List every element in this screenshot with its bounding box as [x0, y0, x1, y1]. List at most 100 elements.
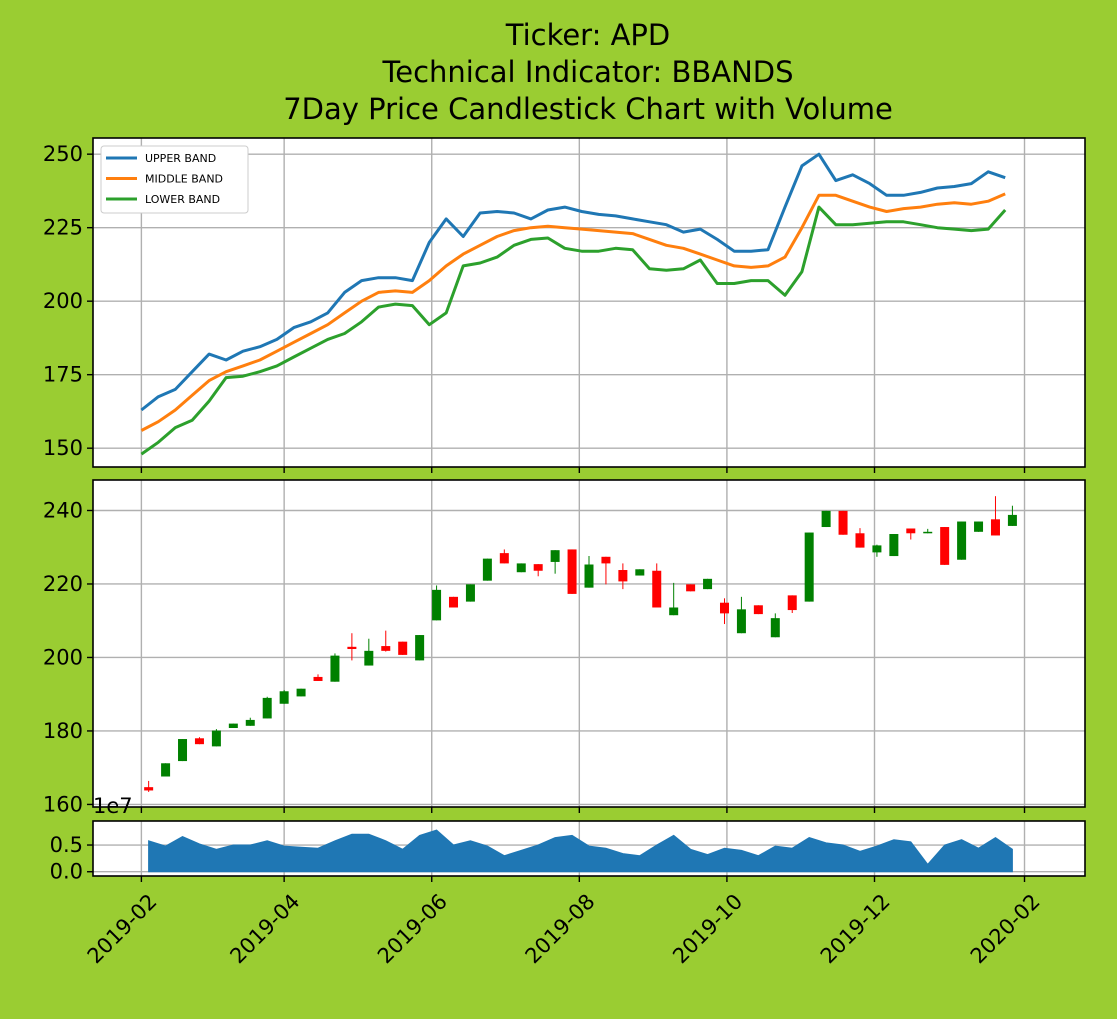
candle-up: [516, 563, 526, 573]
candle-body: [635, 569, 645, 576]
candle-body: [245, 719, 255, 726]
candle-body: [855, 533, 865, 548]
title-ticker: Ticker: APD: [505, 18, 670, 52]
candle-body: [211, 730, 221, 747]
candle-body: [618, 570, 628, 582]
candle-body: [550, 550, 560, 562]
candle-body: [330, 655, 340, 682]
candle-body: [990, 519, 1000, 536]
candle-body: [974, 521, 984, 532]
candle-body: [601, 556, 611, 564]
legend: UPPER BAND MIDDLE BAND LOWER BAND: [100, 145, 249, 214]
candle-up: [736, 596, 746, 634]
candle-body: [364, 650, 374, 666]
candle-down: [652, 563, 662, 608]
plot-frame: [92, 137, 1086, 468]
candle-body: [279, 691, 289, 704]
candle-body: [669, 607, 679, 616]
candle-up: [262, 696, 272, 719]
candle-body: [381, 646, 391, 651]
candle-body: [499, 553, 509, 564]
candle-down: [313, 674, 323, 681]
candle-body: [736, 609, 746, 634]
candle-body: [449, 596, 459, 608]
candle-body: [432, 589, 442, 621]
candle-up: [228, 723, 238, 729]
candle-body: [533, 564, 543, 571]
candle-down: [838, 510, 848, 535]
candle-body: [906, 528, 916, 534]
candle-body: [804, 532, 814, 602]
y-tick-label: 200: [43, 289, 83, 313]
candle-body: [1007, 514, 1017, 526]
chart-title: Ticker: APD Technical Indicator: BBANDS …: [283, 18, 893, 126]
candle-body: [161, 763, 171, 777]
candle-body: [703, 578, 713, 590]
candle-body: [178, 739, 188, 762]
plot-frame: [92, 820, 1086, 877]
candle-body: [398, 641, 408, 655]
candle-down: [347, 633, 357, 661]
candle-up: [669, 582, 679, 616]
candle-up: [432, 585, 442, 621]
legend-label: MIDDLE BAND: [145, 173, 223, 186]
candle-down: [449, 596, 459, 608]
candle-down: [719, 598, 729, 625]
candle-down: [398, 641, 408, 655]
candle-up: [482, 558, 492, 581]
y-tick-label: 200: [43, 645, 83, 669]
candle-up: [703, 578, 713, 590]
title-indicator: Technical Indicator: BBANDS: [381, 55, 793, 89]
candle-up: [211, 729, 221, 747]
candle-body: [686, 584, 696, 592]
plot-frame: [92, 479, 1086, 808]
candle-up: [923, 528, 933, 534]
candle-up: [889, 534, 899, 557]
candle-up: [550, 550, 560, 574]
candle-down: [686, 584, 696, 592]
y-tick-label: 240: [43, 498, 83, 522]
candle-body: [652, 570, 662, 608]
legend-label: UPPER BAND: [145, 152, 216, 165]
candle-up: [364, 638, 374, 666]
bbands-panel: 150 175 200 225 250 UPPER BAND MIDDLE BAND LOWE…: [43, 137, 1086, 473]
candle-body: [821, 510, 831, 528]
candle-up: [330, 653, 340, 682]
candle-up: [245, 717, 255, 726]
candle-up: [465, 584, 475, 602]
candle-down: [194, 737, 204, 745]
candle-body: [889, 534, 899, 557]
candle-body: [719, 602, 729, 614]
candle-down: [144, 780, 154, 792]
series-line-middle-band: [140, 192, 1006, 432]
candle-up: [872, 544, 882, 557]
candle-up: [279, 690, 289, 704]
candle-body: [482, 558, 492, 581]
y-tick-label: 225: [43, 216, 83, 240]
candle-down: [906, 528, 916, 540]
plot-area: [93, 480, 1085, 807]
candle-up: [821, 510, 831, 528]
candle-up: [635, 569, 645, 576]
y-tick-label: 220: [43, 572, 83, 596]
candle-body: [516, 563, 526, 573]
candle-down: [381, 630, 391, 652]
candle-up: [415, 635, 425, 661]
candle-body: [838, 510, 848, 535]
candle-down: [855, 528, 865, 548]
candle-body: [228, 723, 238, 729]
legend-label: LOWER BAND: [145, 193, 220, 206]
volume-offset-label: 1e7: [93, 794, 133, 818]
volume-panel: 0.0 0.5 1e7: [50, 794, 1086, 884]
candle-body: [940, 527, 950, 565]
candle-body: [296, 688, 306, 697]
candle-body: [923, 531, 933, 534]
candle-body: [194, 738, 204, 745]
candle-up: [974, 521, 984, 532]
candle-body: [787, 595, 797, 611]
candle-down: [990, 496, 1000, 536]
candle-body: [465, 584, 475, 602]
candle-up: [178, 739, 188, 762]
candle-up: [161, 763, 171, 777]
